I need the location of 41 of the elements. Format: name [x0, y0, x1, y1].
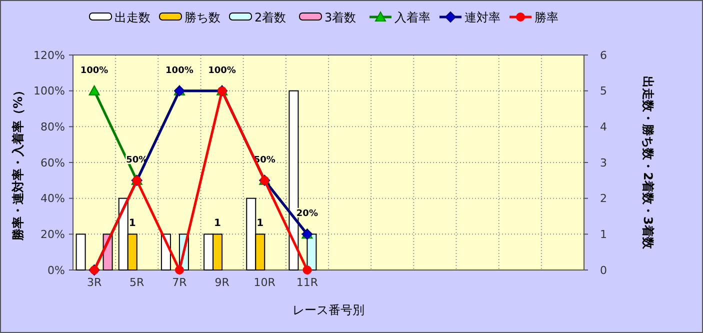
legend-label: 入着率	[394, 10, 430, 25]
y-tick-label: 80%	[40, 120, 65, 134]
point	[174, 266, 184, 274]
y-tick-label: 120%	[34, 48, 65, 62]
y-tick-label: 60%	[40, 156, 65, 170]
data-label: 1	[128, 218, 136, 230]
legend-label: 連対率	[464, 10, 500, 25]
bar	[76, 234, 86, 270]
data-label: 100%	[80, 66, 108, 76]
y2-tick-label: 0	[600, 264, 607, 277]
y-axis-title: 勝率・連対率・入着率（%）	[11, 84, 25, 242]
y-tick-label: 20%	[40, 228, 65, 242]
y2-tick-label: 4	[600, 120, 607, 134]
x-tick-label: 3R	[86, 276, 102, 289]
y2-tick-label: 6	[600, 48, 607, 62]
point	[88, 85, 100, 96]
x-tick-label: 11R	[296, 276, 318, 289]
x-tick-label: 7R	[172, 276, 188, 289]
y2-tick-label: 1	[600, 228, 607, 242]
x-tick-label: 9R	[214, 276, 230, 289]
data-label: 1	[214, 218, 222, 230]
legend-label: 出走数	[114, 10, 150, 25]
y-tick-label: 0%	[48, 264, 65, 277]
y2-tick-label: 2	[600, 192, 607, 206]
legend-label: 3着数	[324, 10, 356, 25]
x-axis-title: レース番号別	[292, 303, 364, 317]
y-tick-label: 40%	[40, 192, 65, 206]
legend-label: 2着数	[254, 10, 286, 25]
data-label: 100%	[166, 66, 194, 76]
legend-label: 勝率	[534, 10, 558, 25]
y2-axis-title: 出走数・勝ち数・2着数・3着数	[641, 76, 655, 250]
y2-tick-label: 5	[600, 84, 607, 98]
legend-label: 勝ち数	[184, 10, 220, 25]
data-label: 100%	[208, 66, 236, 76]
x-tick-label: 10R	[254, 276, 276, 289]
x-tick-label: 5R	[130, 276, 145, 289]
y-tick-label: 100%	[34, 84, 65, 98]
point	[302, 266, 312, 274]
y2-tick-label: 3	[600, 156, 607, 170]
bar	[288, 90, 299, 270]
data-label: 1	[256, 218, 264, 230]
